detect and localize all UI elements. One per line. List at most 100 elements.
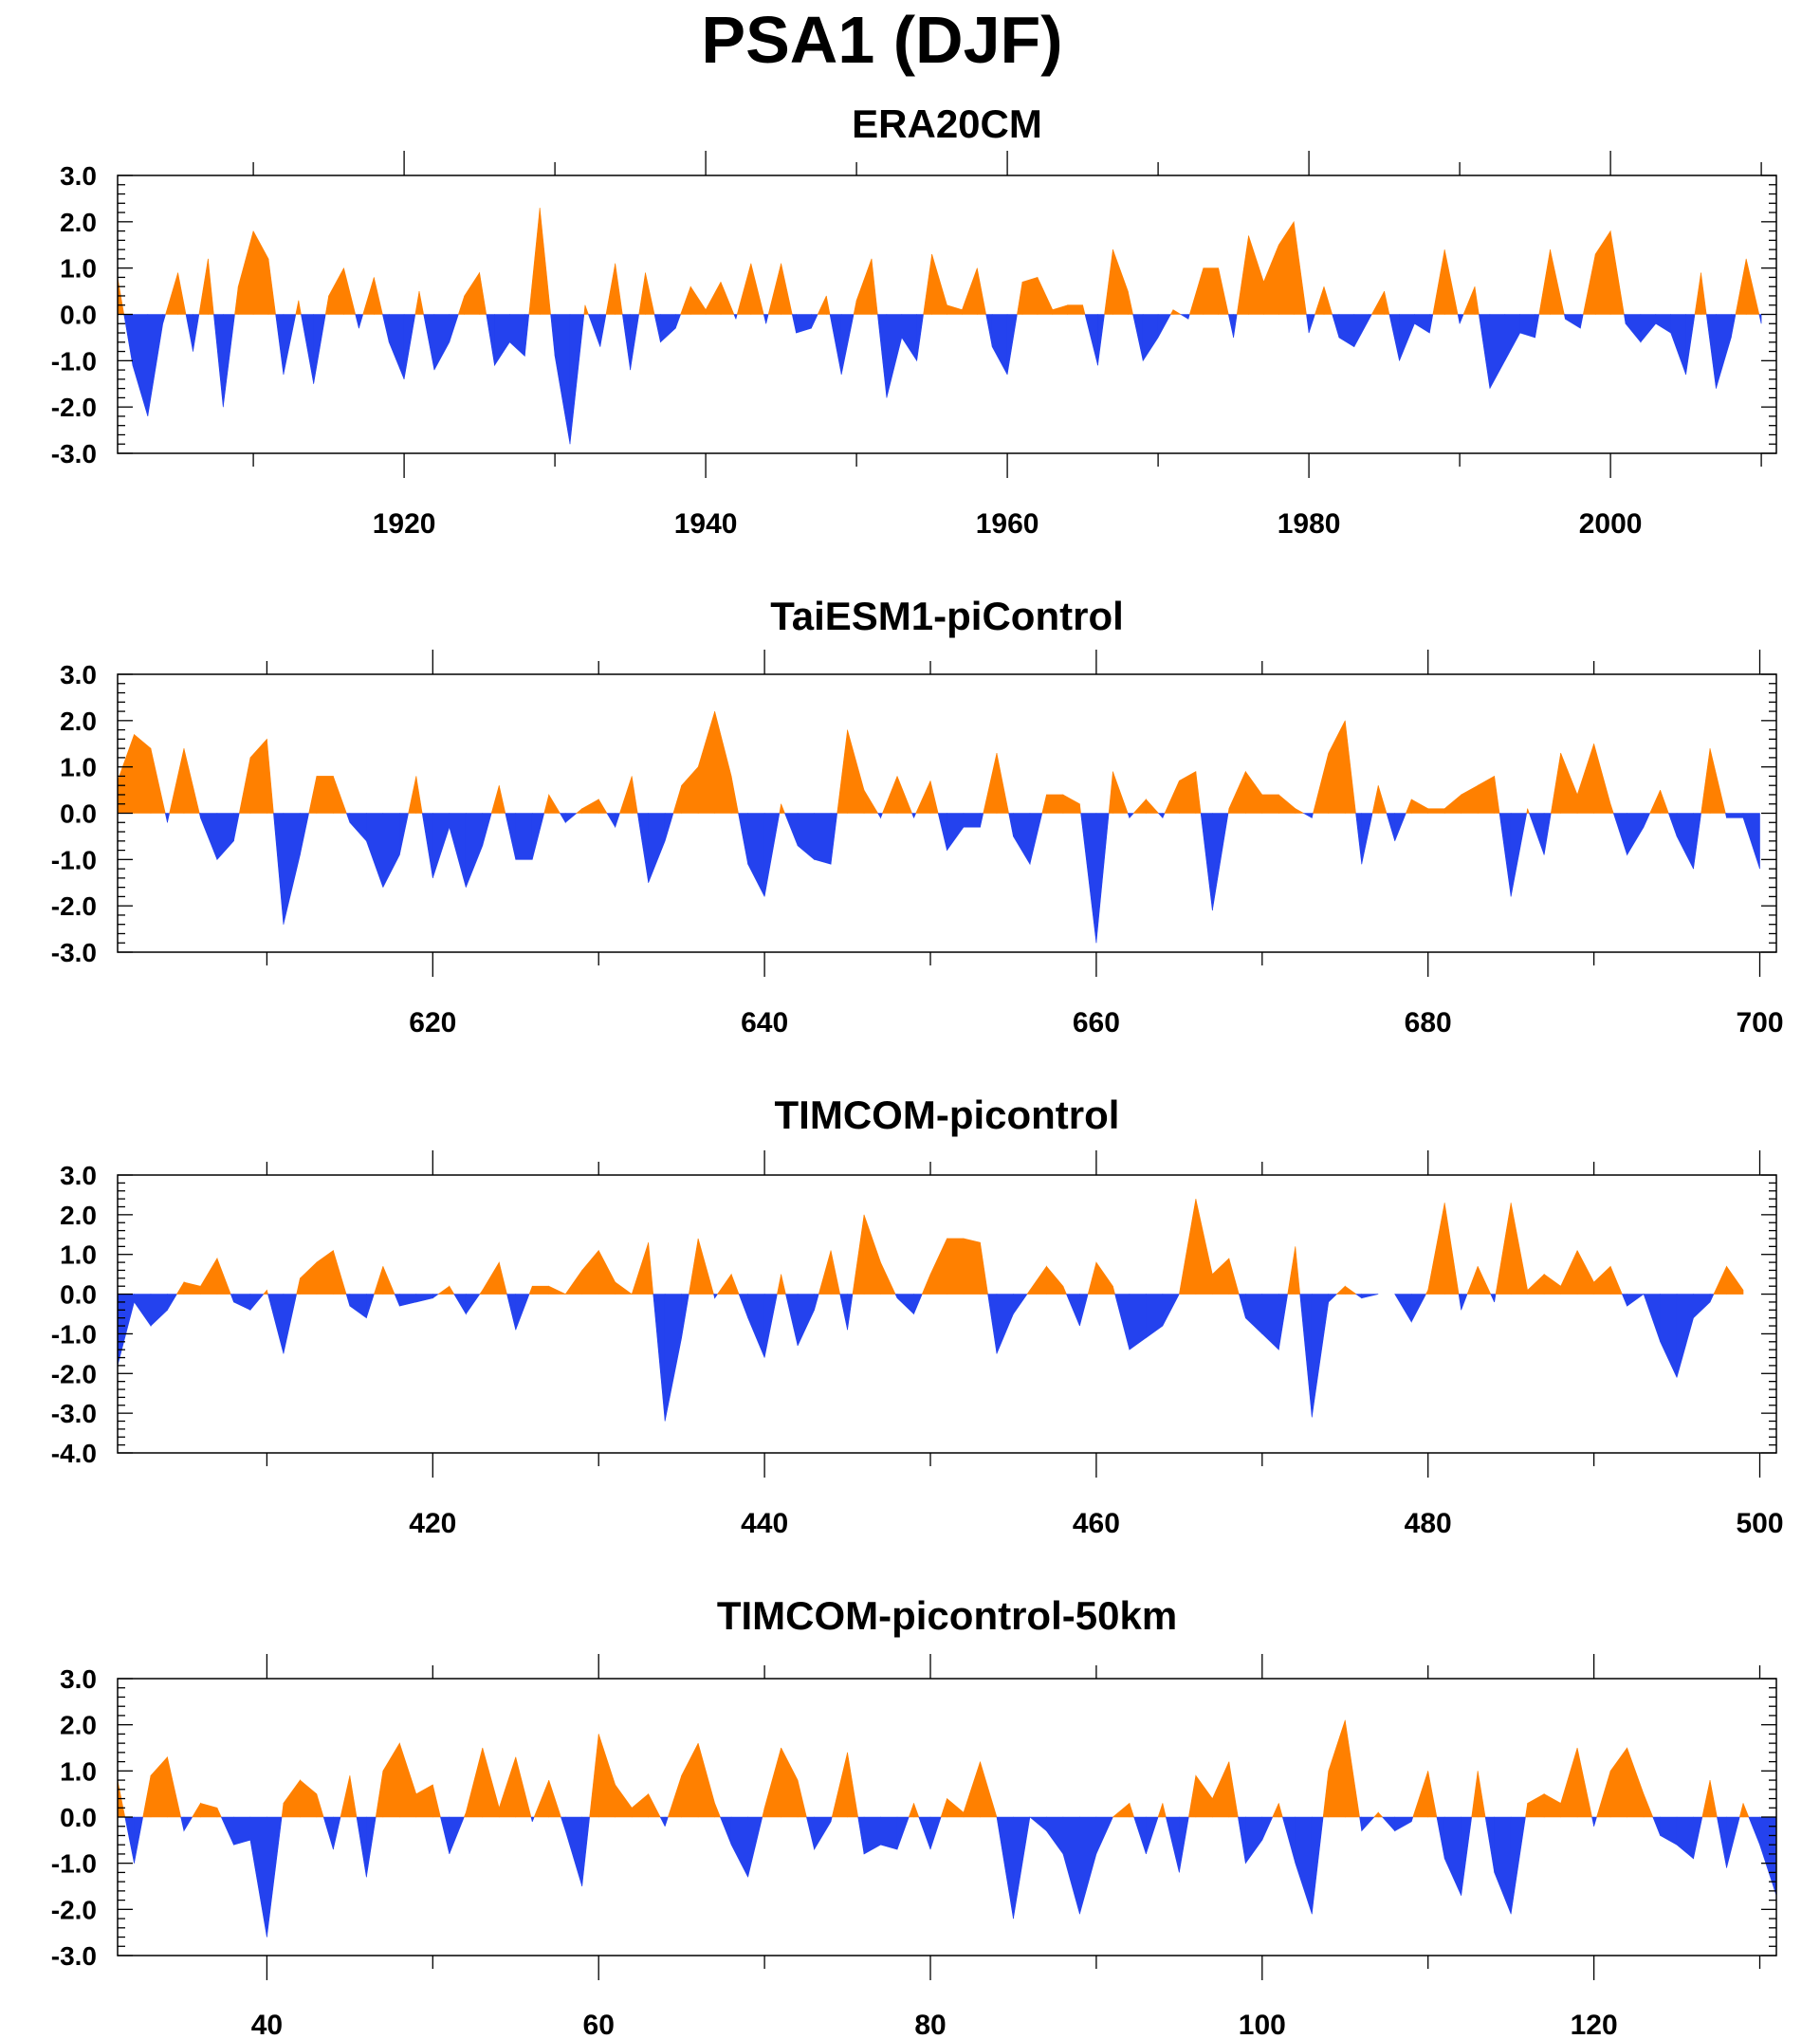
positive-area: [1344, 1285, 1357, 1295]
negative-area: [1157, 314, 1171, 339]
positive-area: [818, 1250, 832, 1295]
positive-area: [714, 1803, 721, 1818]
negative-area: [1261, 1294, 1279, 1350]
positive-area: [589, 1734, 599, 1818]
positive-area: [983, 752, 998, 814]
negative-area: [1311, 1294, 1330, 1418]
positive-area: [1560, 752, 1578, 814]
positive-area: [1245, 770, 1263, 814]
negative-area: [1162, 1294, 1180, 1327]
positive-area: [1195, 771, 1202, 814]
positive-area: [1021, 277, 1039, 315]
x-tick-label: 1960: [976, 508, 1039, 540]
positive-area: [1609, 230, 1625, 315]
y-tick-label: 1.0: [60, 1756, 97, 1786]
positive-area: [482, 1261, 500, 1295]
negative-area: [183, 1816, 193, 1832]
negative-area: [399, 1294, 417, 1307]
negative-area: [421, 813, 433, 878]
positive-area: [923, 253, 932, 315]
negative-area: [123, 314, 134, 366]
x-tick-label: 80: [914, 2010, 946, 2039]
negative-area: [1245, 1294, 1263, 1335]
negative-area: [896, 1294, 914, 1315]
negative-area: [987, 1294, 998, 1354]
positive-area: [1527, 1793, 1545, 1818]
negative-area: [1758, 314, 1762, 324]
negative-area: [233, 1816, 251, 1846]
negative-area: [829, 314, 842, 376]
negative-area: [1394, 813, 1406, 841]
positive-area: [482, 1747, 500, 1818]
positive-area: [1742, 1803, 1750, 1818]
positive-area: [1104, 249, 1113, 315]
negative-area: [1660, 1294, 1678, 1378]
negative-area: [1705, 314, 1717, 389]
negative-area: [839, 1294, 848, 1331]
negative-area: [630, 314, 640, 371]
positive-area: [1560, 1747, 1578, 1818]
positive-area: [1272, 1803, 1279, 1818]
positive-area: [836, 729, 848, 814]
negative-area: [1278, 1294, 1289, 1350]
positive-area: [667, 1775, 682, 1818]
negative-area: [283, 813, 301, 925]
positive-area: [1377, 785, 1388, 814]
negative-area: [200, 813, 218, 860]
positive-area: [177, 272, 187, 315]
positive-area: [543, 794, 550, 814]
positive-area: [1538, 249, 1551, 315]
positive-area: [947, 304, 963, 315]
negative-area: [216, 813, 234, 861]
negative-area: [830, 813, 838, 865]
positive-area: [134, 733, 152, 814]
x-tick-label: 120: [1571, 2010, 1618, 2039]
negative-area: [1006, 314, 1018, 376]
negative-area: [1146, 1816, 1159, 1855]
negative-area: [1084, 314, 1098, 366]
negative-area: [1079, 1294, 1089, 1327]
positive-area: [689, 1238, 699, 1295]
positive-area: [908, 1803, 914, 1818]
positive-area: [548, 1285, 566, 1295]
positive-area: [1293, 221, 1307, 315]
negative-area: [1238, 1294, 1246, 1318]
negative-area: [1353, 314, 1370, 347]
positive-area: [631, 1242, 649, 1295]
negative-area: [1510, 1816, 1526, 1915]
negative-area: [531, 813, 545, 860]
y-tick-label: -3.0: [51, 1399, 97, 1428]
positive-area: [638, 272, 646, 315]
positive-area: [362, 277, 375, 315]
positive-area: [349, 1775, 358, 1818]
series-area: [117, 208, 1762, 445]
negative-area: [1519, 314, 1535, 339]
positive-area: [1218, 267, 1229, 315]
positive-area: [528, 208, 541, 315]
negative-area: [1046, 1816, 1064, 1855]
negative-area: [515, 1294, 530, 1331]
positive-area: [415, 1784, 433, 1818]
negative-area: [1095, 813, 1110, 944]
negative-area: [1759, 1816, 1777, 1896]
positive-area: [648, 1793, 661, 1818]
negative-area: [505, 813, 517, 860]
y-tick-label: -4.0: [51, 1439, 97, 1468]
positive-area: [781, 1274, 786, 1295]
positive-area: [464, 271, 480, 315]
positive-area: [931, 253, 947, 315]
negative-area: [1245, 1816, 1263, 1864]
negative-area: [664, 1816, 669, 1827]
y-tick-label: 0.0: [60, 799, 97, 829]
y-tick-label: 1.0: [60, 1240, 97, 1270]
negative-area: [765, 314, 769, 324]
positive-area: [333, 1250, 347, 1295]
negative-area: [1510, 813, 1528, 897]
positive-area: [1649, 789, 1661, 814]
negative-area: [506, 1294, 517, 1331]
negative-area: [524, 314, 530, 357]
y-tick-label: 2.0: [60, 1201, 97, 1230]
positive-area: [1543, 1274, 1561, 1295]
negative-area: [916, 314, 924, 361]
positive-area: [1278, 1803, 1283, 1818]
